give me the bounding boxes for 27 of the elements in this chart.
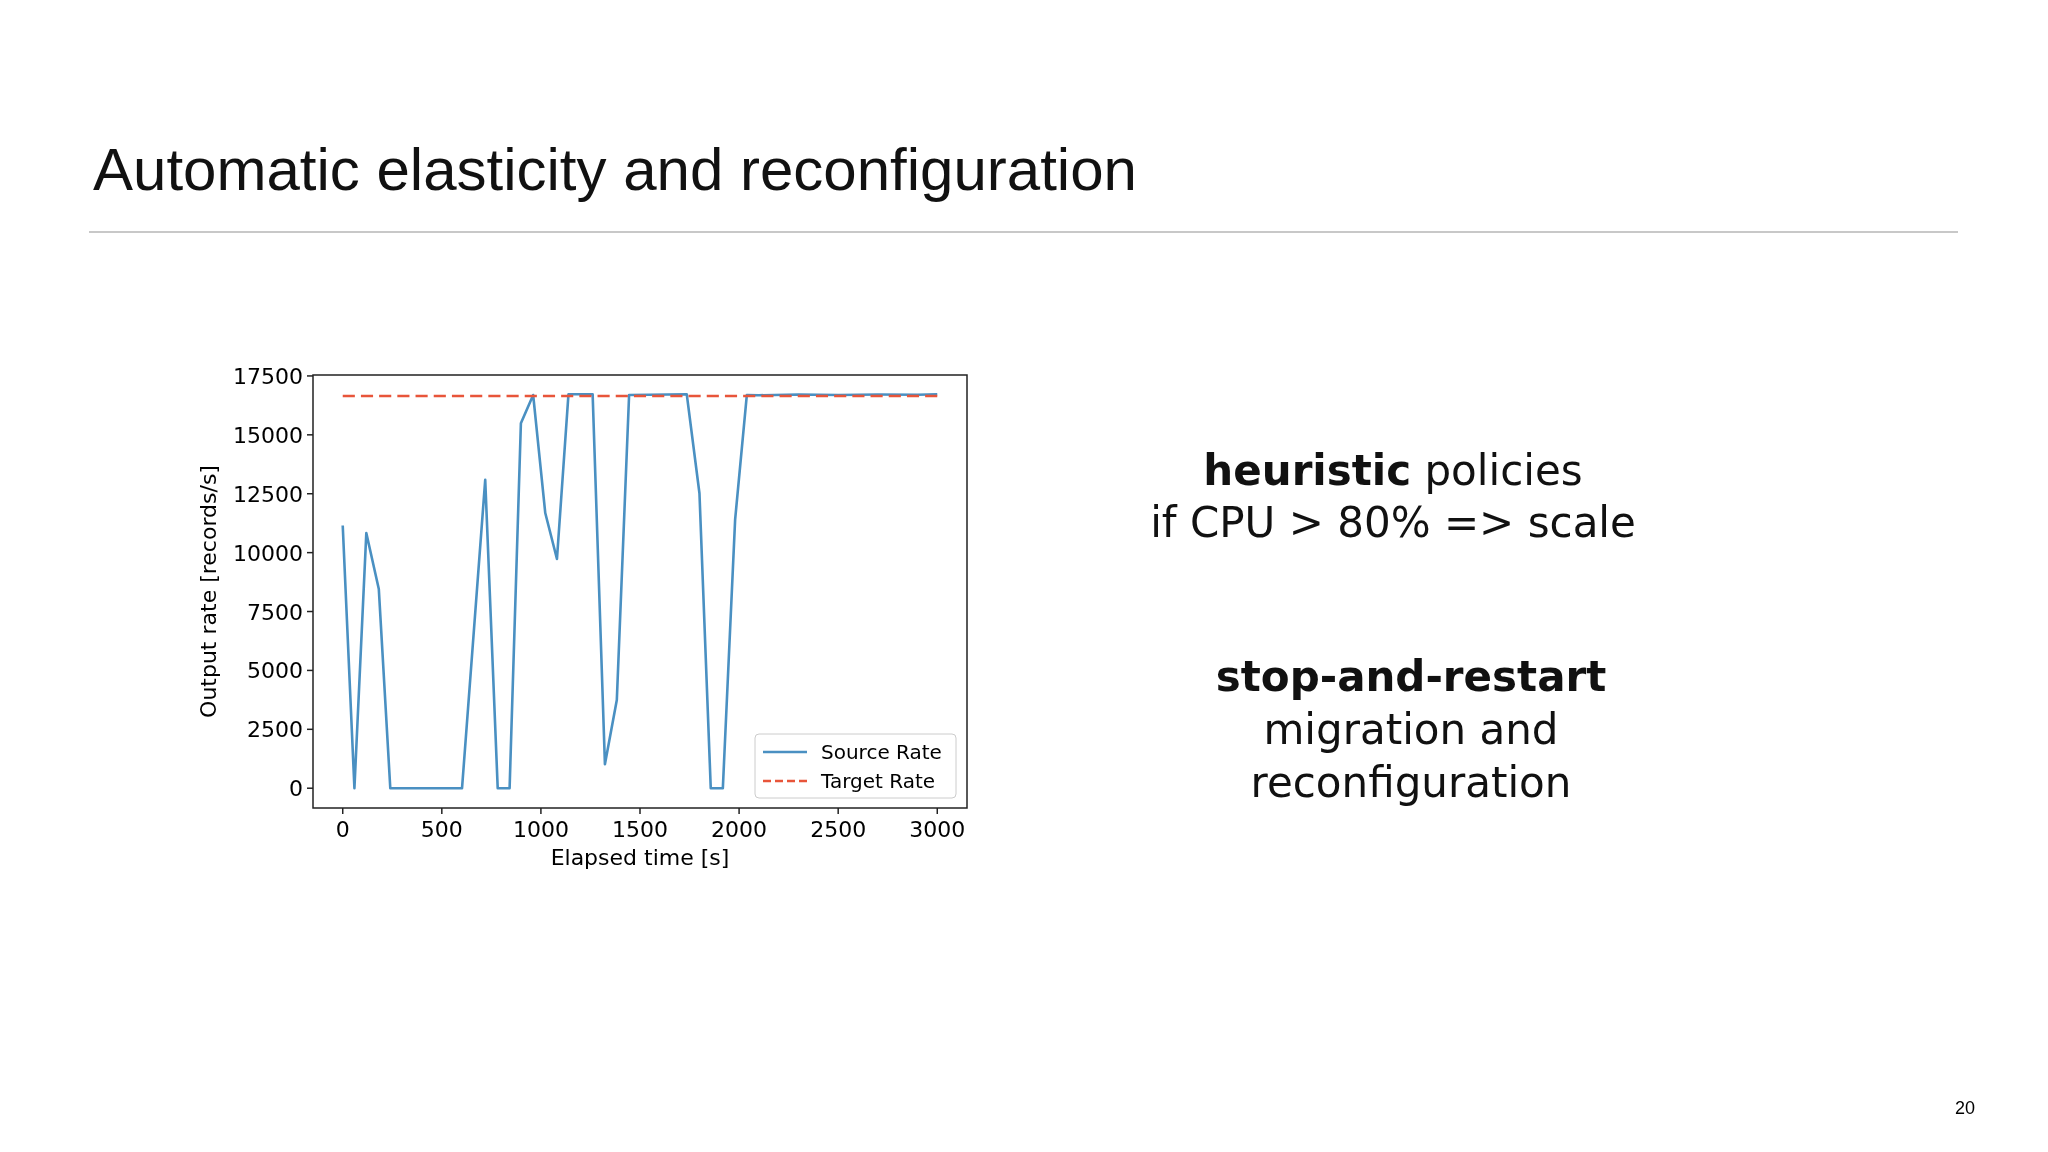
y-tick-label: 15000 [233, 422, 303, 448]
x-tick-label: 1000 [512, 817, 569, 842]
text: reconfiguration [1250, 758, 1572, 807]
y-tick-label: 17500 [233, 363, 303, 389]
text: migration and [1263, 705, 1559, 754]
y-tick-label: 10000 [233, 540, 303, 566]
y-tick-label: 0 [289, 776, 303, 802]
y-axis-title: Output rate [records/s] [196, 465, 221, 718]
line-series [341, 393, 939, 790]
y-tick-label: 12500 [233, 481, 303, 507]
x-tick-label: 1500 [612, 817, 668, 842]
legend-label: Source Rate [821, 740, 942, 764]
text: stop-and-restart [1215, 652, 1607, 701]
x-axis-title: Elapsed time [s] [550, 845, 730, 870]
x-tick-label: 2000 [711, 817, 768, 842]
x-tick-label: 0 [335, 817, 350, 842]
y-tick-label: 5000 [247, 658, 303, 684]
text: 20 [1954, 1098, 1976, 1118]
y-tick-label: 7500 [247, 599, 303, 625]
text: heuristic policies [1203, 446, 1583, 495]
x-tick-label: 3000 [909, 817, 966, 842]
legend-label: Target Rate [820, 769, 936, 793]
x-tick-label: 2500 [810, 817, 867, 842]
chart-title: Automatic elasticity and reconfiguration [93, 136, 1137, 203]
x-tick-label: 500 [420, 817, 463, 842]
text: if CPU > 80% => scale [1150, 498, 1636, 547]
y-tick-label: 2500 [247, 717, 303, 743]
